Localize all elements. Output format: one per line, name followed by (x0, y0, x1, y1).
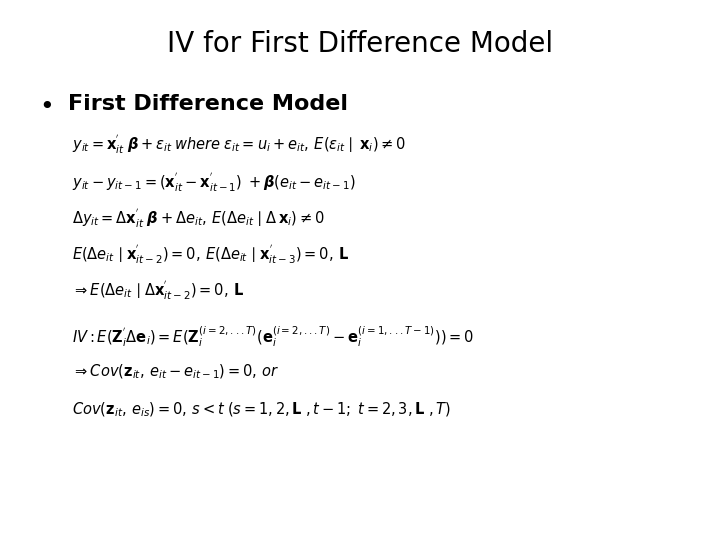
Text: $\Delta y_{it} = \Delta\mathbf{x}_{it}^{'}\;\boldsymbol{\beta} + \Delta e_{it},\: $\Delta y_{it} = \Delta\mathbf{x}_{it}^{… (72, 206, 325, 230)
Text: $y_{it} = \mathbf{x}_{it}^{'}\;\boldsymbol{\beta} + \varepsilon_{it}\; \mathit{w: $y_{it} = \mathbf{x}_{it}^{'}\;\boldsymb… (72, 132, 406, 156)
Text: $E(\Delta e_{it}\mid \mathbf{x}_{it-2}^{'}) = 0,\, E(\Delta e_{it}\mid \mathbf{x: $E(\Delta e_{it}\mid \mathbf{x}_{it-2}^{… (72, 242, 349, 266)
Text: $\mathit{Cov}(\mathbf{z}_{it},\, e_{is}) = 0,\, s < t\; (s = 1, 2, \mathbf{L}\;,: $\mathit{Cov}(\mathbf{z}_{it},\, e_{is})… (72, 401, 451, 419)
Text: •: • (40, 94, 54, 118)
Text: $y_{it} - y_{it-1} = (\mathbf{x}_{it}^{'} - \mathbf{x}_{it-1}^{'})\; +\boldsymbo: $y_{it} - y_{it-1} = (\mathbf{x}_{it}^{'… (72, 170, 356, 194)
Text: $\Rightarrow \mathit{Cov}(\mathbf{z}_{it},\, e_{it} - e_{it-1}) = 0,\, \mathit{o: $\Rightarrow \mathit{Cov}(\mathbf{z}_{it… (72, 363, 279, 381)
Text: $\mathit{IV}: E(\mathbf{Z}_{i}^{'}\Delta\mathbf{e}_{i}) = E(\mathbf{Z}_{i}^{(i=2: $\mathit{IV}: E(\mathbf{Z}_{i}^{'}\Delta… (72, 324, 474, 349)
Text: First Difference Model: First Difference Model (68, 94, 348, 114)
Text: IV for First Difference Model: IV for First Difference Model (167, 30, 553, 58)
Text: $\Rightarrow E(\Delta e_{it}\mid \Delta\mathbf{x}_{it-2}^{'}) = 0,\, \mathbf{L}$: $\Rightarrow E(\Delta e_{it}\mid \Delta\… (72, 279, 244, 302)
